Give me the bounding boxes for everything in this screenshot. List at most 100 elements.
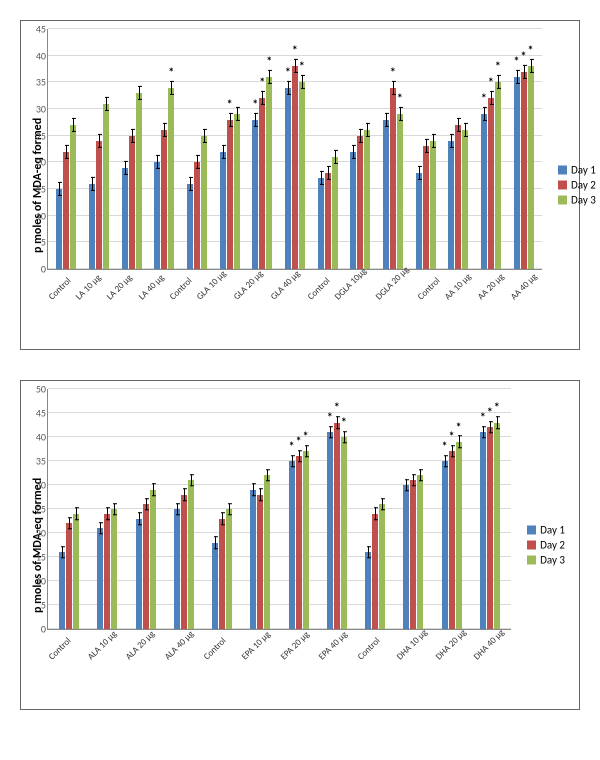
bar: *: [494, 423, 500, 629]
bar: [89, 184, 95, 269]
ytick-label: 45: [26, 23, 46, 36]
error-bar: [337, 416, 338, 428]
error-bar: [100, 522, 101, 534]
error-bar: [433, 134, 434, 148]
bar: [201, 136, 207, 269]
legend-item: Day 2: [558, 179, 596, 192]
ytick-label: 50: [26, 383, 46, 396]
bar: [350, 152, 356, 269]
legend-swatch-icon: [558, 196, 567, 205]
error-bar: [262, 91, 263, 105]
error-bar: [302, 75, 303, 89]
bar-group: [344, 130, 377, 269]
error-bar: [107, 508, 108, 520]
ytick-label: 0: [26, 263, 46, 276]
legend-label: Day 1: [540, 524, 565, 537]
significance-star-icon: *: [449, 431, 455, 443]
ytick-label: 25: [26, 503, 46, 516]
bar-group: **: [377, 88, 410, 269]
error-bar: [368, 546, 369, 558]
bar: [70, 125, 76, 269]
error-bar: [114, 503, 115, 515]
error-bar: [164, 123, 165, 137]
error-bar: [73, 118, 74, 132]
error-bar: [451, 134, 452, 148]
significance-star-icon: *: [303, 431, 309, 443]
legend: Day 1Day 2Day 3: [527, 522, 565, 569]
ytick-label: 15: [26, 183, 46, 196]
bar-group: [88, 509, 126, 629]
x-axis: ControlLA 10 µgLA 20 µgLA 40 µgControlGL…: [47, 274, 542, 285]
bar: *: [289, 461, 295, 629]
error-bar: [139, 512, 140, 524]
significance-star-icon: *: [296, 436, 302, 448]
bar: [416, 173, 422, 269]
bar: *: [528, 66, 534, 269]
error-bar: [497, 416, 498, 428]
bar: *: [227, 120, 233, 269]
bar: [187, 184, 193, 269]
bar-group: ***: [475, 82, 508, 269]
error-bar: [230, 113, 231, 127]
bar-group: [181, 136, 214, 269]
error-bar: [306, 445, 307, 457]
bar: [448, 141, 454, 269]
bar: [220, 152, 226, 269]
error-bar: [125, 161, 126, 175]
legend-swatch-icon: [558, 181, 567, 190]
bar-group: [50, 514, 88, 629]
bar: *: [292, 66, 298, 269]
significance-star-icon: *: [495, 61, 501, 73]
bar: *: [259, 98, 265, 269]
error-bar: [99, 134, 100, 148]
legend: Day 1Day 2Day 3: [558, 162, 596, 209]
bar-group: [356, 504, 394, 629]
bar: [129, 136, 135, 269]
bar: *: [449, 451, 455, 629]
error-bar: [269, 70, 270, 84]
plot-area: 05101520253035404550************: [47, 389, 511, 630]
bar-group: ***: [246, 77, 279, 269]
bar: *: [521, 72, 527, 269]
legend-label: Day 2: [571, 179, 596, 192]
error-bar: [524, 65, 525, 79]
error-bar: [69, 517, 70, 529]
error-bar: [132, 129, 133, 143]
bar: [150, 490, 156, 629]
bar-group: [127, 490, 165, 629]
significance-star-icon: *: [266, 56, 272, 68]
bar: [325, 173, 331, 269]
error-bar: [367, 123, 368, 137]
bar: *: [252, 120, 258, 269]
bar: [174, 509, 180, 629]
error-bar: [386, 113, 387, 127]
bar-group: *: [148, 88, 181, 269]
error-bar: [360, 129, 361, 143]
bar-group: [83, 104, 116, 269]
significance-star-icon: *: [289, 441, 295, 453]
ytick-label: 20: [26, 527, 46, 540]
error-bar: [375, 508, 376, 520]
bar: [103, 104, 109, 269]
error-bar: [292, 455, 293, 467]
error-bar: [153, 484, 154, 496]
error-bar: [253, 484, 254, 496]
error-bar: [452, 445, 453, 457]
error-bar: [106, 97, 107, 111]
error-bar: [484, 107, 485, 121]
legend-item: Day 3: [558, 194, 596, 207]
bar: *: [481, 114, 487, 269]
bar: [234, 114, 240, 269]
error-bar: [215, 536, 216, 548]
bar-group: *: [213, 114, 246, 269]
plot-area: 051015202530354045****************: [47, 29, 542, 270]
legend-label: Day 3: [571, 194, 596, 207]
bar-group: [115, 93, 148, 269]
error-bar: [171, 81, 172, 95]
bar: *: [397, 114, 403, 269]
bar: [379, 504, 385, 629]
bar: *: [299, 82, 305, 269]
significance-star-icon: *: [487, 407, 493, 419]
error-bar: [330, 426, 331, 438]
bar-group: [394, 475, 432, 629]
